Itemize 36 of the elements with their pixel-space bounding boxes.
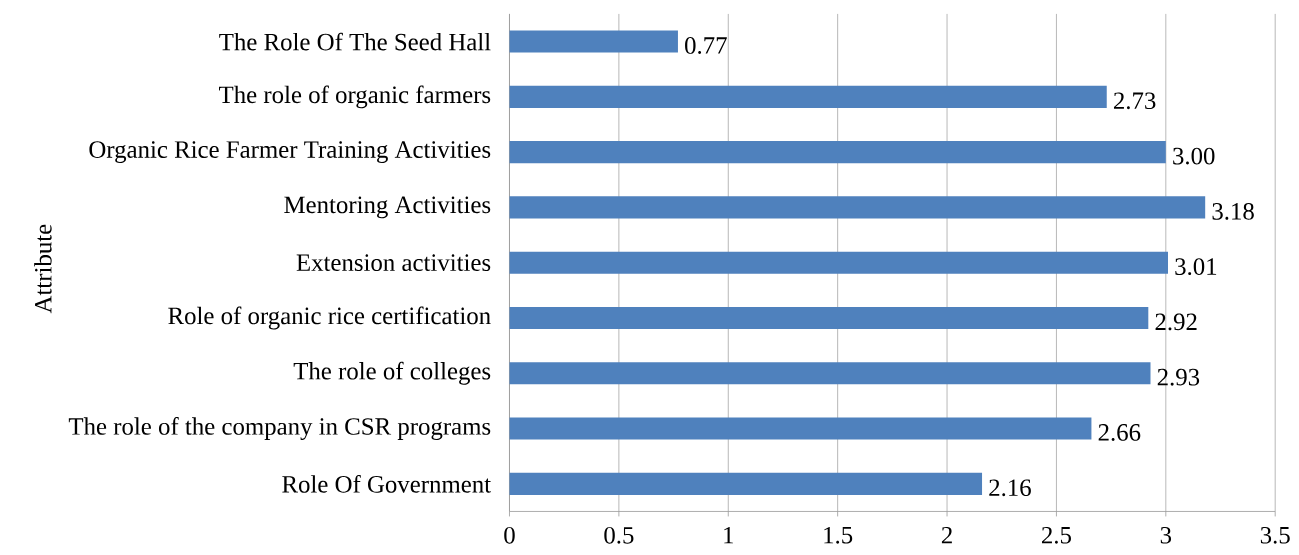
x-tick-label: 0: [504, 526, 515, 544]
y-axis-title: Attribute: [34, 224, 52, 314]
y-tick-label: Role of organic rice certification: [168, 306, 491, 330]
bar: [509, 85, 1107, 108]
x-tick-label: 0.5: [604, 526, 634, 544]
x-tick-label: 3.5: [1260, 526, 1290, 544]
x-tick-label: 3: [1160, 526, 1172, 544]
bar: [509, 306, 1149, 329]
x-tick-label: 2: [941, 526, 952, 544]
data-label: 2.93: [1157, 368, 1200, 386]
data-label: 3.00: [1173, 147, 1215, 165]
bar: [509, 140, 1166, 164]
data-label: 2.16: [989, 479, 1031, 497]
bar: [509, 30, 678, 53]
data-label: 3.01: [1175, 258, 1217, 276]
y-tick-label: The Role Of The Seed Hall: [219, 32, 491, 51]
bar: [509, 362, 1151, 385]
y-tick-label: Role Of Government: [282, 474, 491, 493]
data-label: 2.73: [1113, 92, 1156, 110]
data-label: 0.77: [685, 37, 727, 54]
bar: [509, 472, 983, 495]
data-label: 2.92: [1155, 313, 1197, 331]
y-tick-label: The role of the company in CSR programs: [68, 417, 491, 440]
y-tick-label: Organic Rice Farmer Training Activities: [89, 141, 491, 163]
bar: [509, 417, 1092, 440]
x-tick-label: 1.5: [824, 526, 853, 544]
y-tick-label: Mentoring Activities: [284, 196, 491, 219]
y-tick-label: The role of organic farmers: [219, 85, 491, 109]
data-label: 2.66: [1098, 424, 1141, 441]
x-tick-label: 2.5: [1042, 526, 1071, 544]
y-tick-label: The role of colleges: [293, 361, 491, 385]
bar: [509, 251, 1168, 274]
bar: [509, 196, 1206, 219]
x-tick-label: 1: [724, 526, 733, 544]
data-label: 3.18: [1212, 202, 1254, 220]
y-tick-label: Extension activities: [296, 254, 491, 271]
